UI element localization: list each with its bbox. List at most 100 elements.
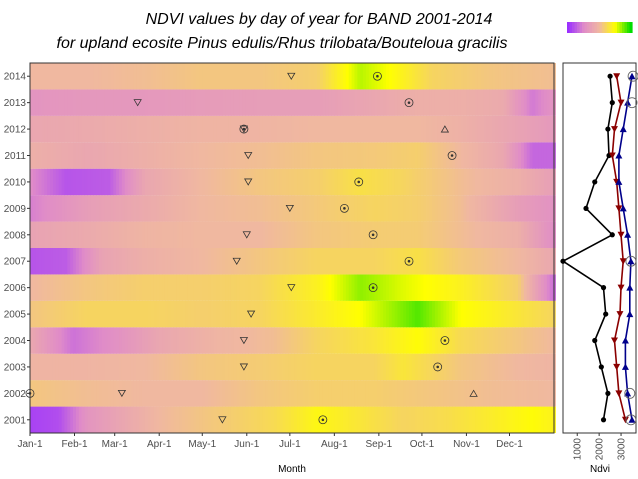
heatmap-cell <box>411 221 416 248</box>
heatmap-cell <box>210 89 215 116</box>
heatmap-cell <box>219 353 223 381</box>
heatmap-cell <box>452 406 456 433</box>
heatmap-cell <box>139 274 143 301</box>
heatmap-cell <box>170 89 175 116</box>
heatmap-cell <box>495 300 499 328</box>
heatmap-cell <box>466 248 470 275</box>
heatmap-cell <box>141 300 146 328</box>
heatmap-cell <box>360 327 364 354</box>
heatmap-cell <box>368 168 373 196</box>
heatmap-cell <box>52 221 57 248</box>
heatmap-cell <box>377 248 381 275</box>
heatmap-cell <box>202 274 206 301</box>
heatmap-cell <box>167 327 172 354</box>
heatmap-cell <box>282 63 287 90</box>
heatmap-cell <box>236 168 241 196</box>
heatmap-cell <box>314 115 318 143</box>
heatmap-cell <box>55 168 60 196</box>
heatmap-cell <box>47 248 51 275</box>
heatmap-cell <box>251 195 255 222</box>
heatmap-cell <box>90 221 94 248</box>
heatmap-cell <box>113 63 117 90</box>
heatmap-cell <box>144 327 149 354</box>
heatmap-cell <box>371 248 376 275</box>
heatmap-cell <box>285 115 289 143</box>
heatmap-cell <box>426 168 430 196</box>
heatmap-cell <box>276 195 281 222</box>
heatmap-cell <box>443 89 447 116</box>
heatmap-cell <box>345 380 350 407</box>
heatmap-cell <box>127 115 131 143</box>
heatmap-cell <box>454 89 459 116</box>
heatmap-cell <box>96 168 100 196</box>
heatmap-cell <box>475 406 479 433</box>
heatmap-cell <box>96 89 100 116</box>
heatmap-cell <box>64 380 68 407</box>
heatmap-cell <box>371 406 376 433</box>
heatmap-cell <box>179 89 183 116</box>
heatmap-cell <box>475 195 479 222</box>
heatmap-cell <box>279 300 284 328</box>
heatmap-cell <box>357 406 361 433</box>
heatmap-cell <box>253 63 258 90</box>
heatmap-cell <box>426 142 430 169</box>
heatmap-cell <box>150 406 154 433</box>
y-tick-label-2009: 2009 <box>4 204 27 215</box>
heatmap-cell <box>543 221 548 248</box>
heatmap-cell <box>291 380 295 407</box>
heatmap-cell <box>90 380 94 407</box>
x-tick-label: Sep-1 <box>366 439 393 450</box>
heatmap-cell <box>44 63 48 90</box>
heatmap-cell <box>259 63 264 90</box>
heatmap-cell <box>477 63 482 90</box>
heatmap-cell <box>472 327 476 354</box>
heatmap-cell <box>345 142 350 169</box>
heatmap-cell <box>365 327 370 354</box>
heatmap-cell <box>472 380 476 407</box>
heatmap-cell <box>365 168 370 196</box>
heatmap-cell <box>124 168 129 196</box>
heatmap-cell <box>104 168 109 196</box>
heatmap-cell <box>190 63 195 90</box>
heatmap-cell <box>409 274 413 301</box>
heatmap-cell <box>199 89 203 116</box>
heatmap-cell <box>383 221 387 248</box>
heatmap-cell <box>383 327 387 354</box>
heatmap-cell <box>486 248 490 275</box>
heatmap-cell <box>495 248 499 275</box>
heatmap-cell <box>426 300 430 328</box>
heatmap-cell <box>55 274 60 301</box>
heatmap-cell <box>512 221 516 248</box>
heatmap-cell <box>176 195 180 222</box>
heatmap-cell <box>417 115 421 143</box>
heatmap-cell <box>84 353 88 381</box>
heatmap-cell <box>268 353 272 381</box>
heatmap-cell <box>133 327 137 354</box>
heatmap-cell <box>144 115 149 143</box>
heatmap-cell <box>233 406 238 433</box>
heatmap-cell <box>391 327 396 354</box>
heatmap-cell <box>38 221 42 248</box>
heatmap-cell <box>144 142 149 169</box>
heatmap-cell <box>386 168 390 196</box>
heatmap-cell <box>116 406 120 433</box>
heatmap-cell <box>308 248 312 275</box>
heatmap-cell <box>276 142 281 169</box>
min-ndvi-marker-2013 <box>133 99 142 107</box>
heatmap-cell <box>81 300 86 328</box>
heatmap-cell <box>233 300 238 328</box>
ndvi-open-circle <box>626 97 638 109</box>
heatmap-cell <box>429 248 433 275</box>
heatmap-cell <box>167 142 172 169</box>
heatmap-cell <box>38 89 42 116</box>
heatmap-cell <box>357 63 361 90</box>
heatmap-cell <box>136 380 140 407</box>
heatmap-cell <box>67 248 71 275</box>
heatmap-cell <box>98 168 103 196</box>
heatmap-cell <box>159 142 163 169</box>
heatmap-cell <box>409 63 413 90</box>
heatmap-cell <box>351 168 355 196</box>
heatmap-cell <box>357 115 361 143</box>
heatmap-cell <box>196 274 200 301</box>
